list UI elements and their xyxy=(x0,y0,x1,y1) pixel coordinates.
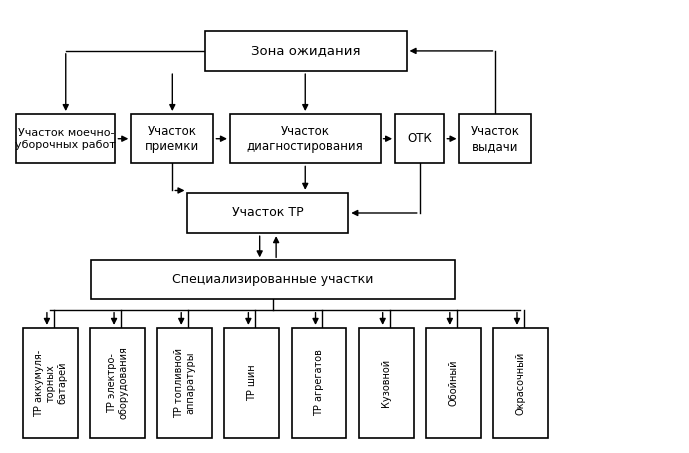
Text: Участок
выдачи: Участок выдачи xyxy=(471,125,520,153)
Text: ТР топливной
аппаратуры: ТР топливной аппаратуры xyxy=(174,348,196,418)
FancyBboxPatch shape xyxy=(359,328,413,438)
Text: Участок моечно-
уборочных работ: Участок моечно- уборочных работ xyxy=(15,128,116,149)
Text: Участок ТР: Участок ТР xyxy=(232,207,304,220)
Text: Участок
диагностирования: Участок диагностирования xyxy=(247,125,364,153)
FancyBboxPatch shape xyxy=(157,328,212,438)
Text: ОТК: ОТК xyxy=(407,132,432,145)
FancyBboxPatch shape xyxy=(187,193,349,233)
FancyBboxPatch shape xyxy=(230,114,380,164)
FancyBboxPatch shape xyxy=(225,328,279,438)
FancyBboxPatch shape xyxy=(23,328,78,438)
Text: Специализированные участки: Специализированные участки xyxy=(172,273,373,286)
FancyBboxPatch shape xyxy=(395,114,444,164)
Text: ТР электро-
оборудования: ТР электро- оборудования xyxy=(107,347,128,419)
Text: ТР агрегатов: ТР агрегатов xyxy=(314,350,324,416)
FancyBboxPatch shape xyxy=(92,260,455,299)
FancyBboxPatch shape xyxy=(426,328,481,438)
FancyBboxPatch shape xyxy=(131,114,214,164)
FancyBboxPatch shape xyxy=(493,328,548,438)
Text: Зона ожидания: Зона ожидания xyxy=(251,44,360,58)
FancyBboxPatch shape xyxy=(16,114,116,164)
Text: Окрасочный: Окрасочный xyxy=(515,352,526,414)
Text: Участок
приемки: Участок приемки xyxy=(145,125,199,153)
FancyBboxPatch shape xyxy=(460,114,531,164)
Text: ТР аккумуля-
торных
батарей: ТР аккумуля- торных батарей xyxy=(34,349,67,417)
FancyBboxPatch shape xyxy=(90,328,145,438)
FancyBboxPatch shape xyxy=(205,31,407,71)
Text: Кузовной: Кузовной xyxy=(381,359,391,407)
Text: Обойный: Обойный xyxy=(449,360,458,406)
Text: ТР шин: ТР шин xyxy=(247,365,257,401)
FancyBboxPatch shape xyxy=(291,328,347,438)
